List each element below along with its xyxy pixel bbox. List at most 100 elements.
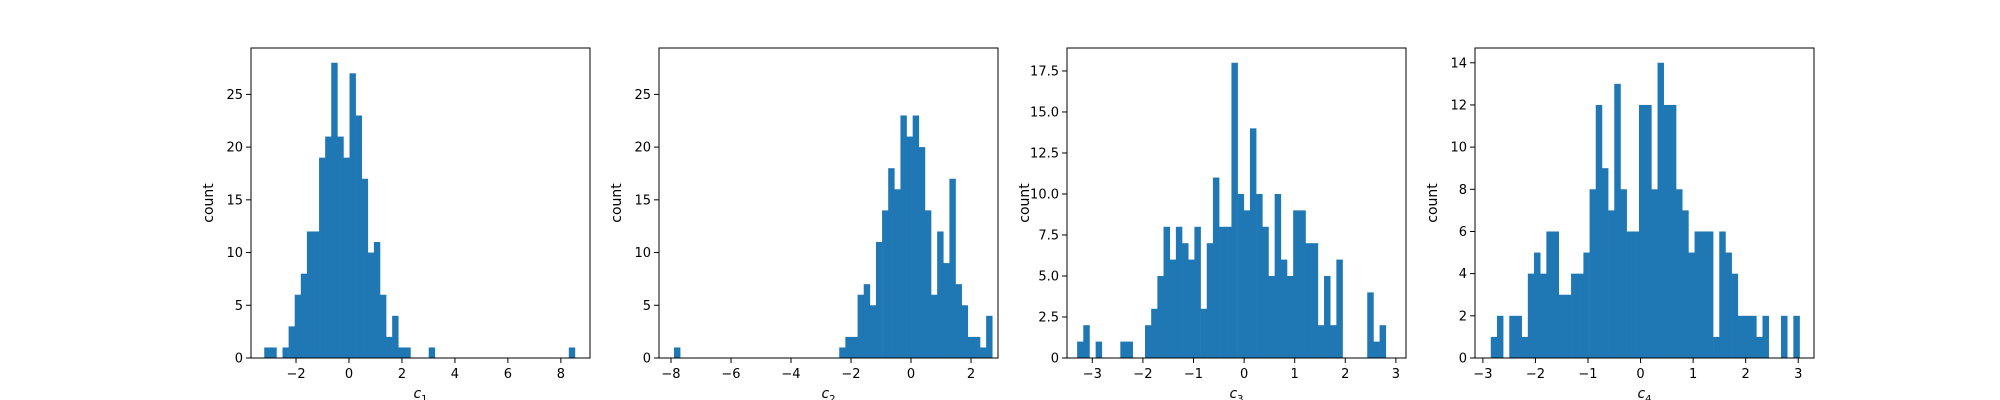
y-tick-label: 20	[226, 141, 243, 156]
histogram-bar	[331, 62, 338, 358]
histogram-bar	[1077, 341, 1084, 358]
histogram-bar	[1583, 252, 1590, 358]
histogram-bar	[294, 294, 302, 358]
histogram-bar	[1182, 243, 1189, 358]
histogram-bar	[1336, 259, 1343, 358]
y-tick-label: 15.0	[1030, 105, 1059, 120]
x-axis-label: c4	[1637, 386, 1651, 400]
histogram-bar	[1287, 275, 1294, 358]
histogram-bar	[912, 115, 920, 358]
histogram-bar	[1638, 104, 1646, 358]
histogram-bar	[343, 157, 350, 358]
y-tick-label: 5	[643, 299, 651, 314]
y-axis-label: count	[1017, 183, 1033, 223]
x-tick-label: −3	[1083, 367, 1102, 382]
histogram-bar	[1571, 273, 1578, 358]
histogram-bar	[349, 73, 356, 358]
x-tick-label: −2	[286, 367, 305, 382]
histogram-bar	[1145, 325, 1152, 358]
histogram-bar	[1676, 189, 1683, 358]
x-tick-label: 0	[345, 367, 353, 382]
histogram-bar	[1249, 128, 1257, 358]
x-axis-label: c3	[1229, 386, 1243, 400]
y-tick-label: 0	[1459, 352, 1467, 367]
histogram-bar	[306, 231, 314, 358]
histogram-bar	[1743, 315, 1751, 358]
histogram-bar	[264, 347, 271, 358]
histogram-bar	[1601, 168, 1609, 358]
histogram-bar	[845, 336, 852, 358]
histogram-bar	[1151, 308, 1158, 358]
histogram-bar	[857, 294, 865, 358]
histogram-bar	[1194, 226, 1201, 358]
histogram-bar	[1595, 104, 1603, 358]
axes-frame	[250, 47, 591, 359]
y-tick-label: 15	[634, 193, 651, 208]
histogram-panel-3: −3 −2 −1 0 1 2 3 0 2.5 5.0 7.5 10.0 12.5 15.0 17.5 c3 co…	[1017, 47, 1407, 400]
y-tick-label: 25	[226, 88, 243, 103]
histogram-bar	[1496, 315, 1504, 358]
histogram-bar	[1781, 315, 1788, 358]
histogram-bar	[1083, 325, 1090, 358]
histogram-bar	[931, 294, 938, 358]
y-tick-label: 4	[1459, 267, 1467, 282]
histogram-bar	[1509, 315, 1516, 358]
x-tick-label: 8	[557, 367, 565, 382]
histogram-bar	[1225, 226, 1232, 358]
histogram-bar	[1280, 259, 1288, 358]
histogram-bar	[1682, 210, 1689, 358]
histogram-bar	[1200, 308, 1208, 358]
y-tick-label: 10	[634, 246, 651, 261]
x-tick-label: 0	[907, 367, 915, 382]
histogram-bar	[1614, 83, 1621, 358]
histogram-bar	[1651, 189, 1658, 358]
y-tick-label: 8	[1459, 183, 1467, 198]
histogram-bar	[361, 178, 369, 358]
histogram-bar	[1620, 189, 1627, 358]
y-tick-label: 0	[1051, 352, 1059, 367]
histogram-bar	[1657, 62, 1664, 358]
histogram-bar	[1700, 231, 1708, 358]
y-tick-label: 14	[1450, 56, 1467, 71]
x-tick-label: −3	[1473, 367, 1492, 382]
x-tick-label: 3	[1392, 367, 1400, 382]
histogram-bar	[1367, 292, 1374, 358]
histogram-bar	[955, 284, 962, 358]
histogram-bar	[337, 136, 344, 358]
x-tick-label: −2	[1526, 367, 1545, 382]
x-tick-label: 4	[451, 367, 459, 382]
histogram-bar	[1274, 193, 1282, 358]
histogram-bar	[1169, 259, 1177, 358]
histogram-bar	[398, 347, 405, 358]
y-tick-label: 0	[235, 352, 243, 367]
histogram-bar	[1324, 275, 1331, 358]
histogram-bar	[1175, 226, 1183, 358]
histogram-bar	[1527, 273, 1535, 358]
y-axis-label: count	[1425, 183, 1441, 223]
histogram-bar	[882, 210, 889, 358]
histogram-bar	[1669, 104, 1677, 358]
histogram-bar	[1750, 315, 1757, 358]
y-tick-label: 2	[1459, 309, 1467, 324]
histogram-bar	[1719, 231, 1726, 358]
histogram-bar	[300, 273, 308, 358]
x-tick-label: 2	[398, 367, 406, 382]
x-tick-label: 6	[504, 367, 512, 382]
histogram-bar	[1645, 104, 1652, 358]
histogram-bar	[1737, 315, 1745, 358]
histogram-bar	[1626, 231, 1634, 358]
histogram-bar	[888, 168, 895, 358]
y-tick-label: 10	[1450, 141, 1467, 156]
histogram-bar	[1564, 294, 1572, 358]
histogram-bar	[986, 315, 993, 358]
histogram-bar	[937, 231, 944, 358]
y-tick-label: 12	[1450, 98, 1467, 113]
histogram-bar	[674, 347, 681, 358]
histogram-bar	[1521, 336, 1529, 358]
histogram-bar	[1558, 294, 1566, 358]
histogram-bar	[1305, 243, 1312, 358]
histogram-bar	[894, 189, 901, 358]
histogram-panel-1: −2 0 2 4 6 8 0 5 10 15 20 25 c1 count	[201, 47, 591, 400]
histogram-bar	[1262, 226, 1269, 358]
histogram-bar	[863, 284, 871, 358]
